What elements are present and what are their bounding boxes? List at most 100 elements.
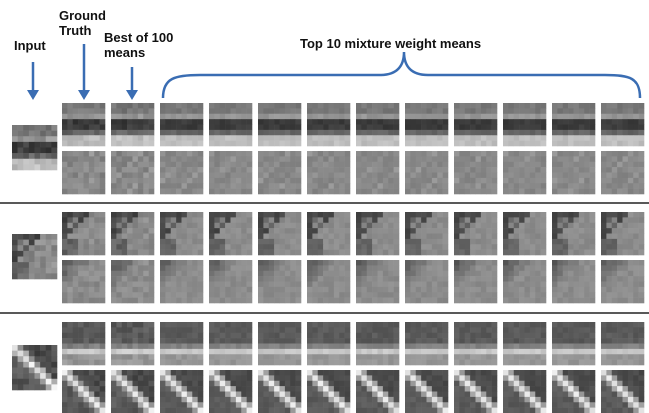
pixel xyxy=(513,222,520,229)
pixel xyxy=(67,348,74,355)
pixel xyxy=(83,281,90,288)
pixel xyxy=(333,212,340,218)
pixel xyxy=(480,183,487,189)
pixel xyxy=(137,249,144,256)
pixel xyxy=(356,249,362,256)
pixel xyxy=(317,183,324,189)
pixel xyxy=(638,129,645,136)
pixel xyxy=(235,108,242,115)
pixel xyxy=(143,108,149,115)
pixel xyxy=(633,297,639,304)
pixel xyxy=(186,402,193,408)
pixel xyxy=(606,380,613,387)
pixel xyxy=(165,222,172,229)
pixel xyxy=(88,260,95,266)
pixel xyxy=(295,343,302,350)
pixel xyxy=(67,281,74,288)
pixel xyxy=(246,354,253,360)
pixel xyxy=(524,380,531,387)
pixel xyxy=(307,402,313,408)
pixel xyxy=(557,222,564,229)
pixel xyxy=(328,119,335,125)
pixel xyxy=(160,135,166,141)
pixel xyxy=(137,370,144,376)
pixel xyxy=(317,135,324,141)
pixel xyxy=(503,396,509,403)
pixel xyxy=(627,354,634,360)
pixel xyxy=(426,370,433,376)
pixel xyxy=(464,286,471,293)
pixel xyxy=(132,297,139,304)
pixel xyxy=(344,177,351,184)
pixel xyxy=(606,322,613,328)
pixel xyxy=(165,124,172,131)
pixel xyxy=(540,249,547,256)
pixel xyxy=(410,233,417,240)
pixel xyxy=(284,396,291,403)
pixel xyxy=(361,391,368,398)
pixel xyxy=(601,129,607,136)
pixel xyxy=(323,260,329,266)
pixel xyxy=(568,233,574,240)
pixel xyxy=(339,297,345,304)
pixel xyxy=(323,151,329,157)
pixel xyxy=(627,292,634,298)
pixel xyxy=(519,338,525,344)
pixel xyxy=(148,151,155,157)
pixel xyxy=(431,286,438,293)
pixel xyxy=(317,386,324,392)
pixel xyxy=(442,135,449,141)
pixel xyxy=(437,161,443,168)
pixel xyxy=(535,113,541,120)
pixel xyxy=(268,249,275,256)
pixel xyxy=(552,217,558,224)
pixel xyxy=(230,249,237,256)
pixel xyxy=(568,188,574,195)
pixel xyxy=(361,375,368,382)
pixel xyxy=(437,348,443,355)
pixel xyxy=(557,161,564,168)
pixel xyxy=(421,151,427,157)
pixel xyxy=(405,332,411,339)
pixel xyxy=(40,125,47,131)
pixel xyxy=(611,212,618,218)
pixel xyxy=(295,292,302,298)
pixel xyxy=(382,188,389,195)
pixel xyxy=(328,108,335,115)
pixel xyxy=(51,141,58,148)
pixel xyxy=(17,130,24,137)
pixel xyxy=(421,265,427,272)
pixel xyxy=(181,244,188,250)
pixel xyxy=(121,177,128,184)
pixel xyxy=(491,375,498,382)
pixel xyxy=(442,124,449,131)
pixel xyxy=(235,244,242,250)
pixel xyxy=(62,177,68,184)
pixel xyxy=(611,375,618,382)
pixel xyxy=(307,140,313,147)
pixel xyxy=(127,407,133,413)
pixel xyxy=(552,161,558,168)
pixel xyxy=(197,108,204,115)
pixel xyxy=(508,265,515,272)
pixel xyxy=(361,297,368,304)
pixel xyxy=(578,113,585,120)
pixel xyxy=(23,367,30,374)
pixel xyxy=(415,292,422,298)
pixel xyxy=(192,212,198,218)
pixel xyxy=(503,177,509,184)
pixel xyxy=(148,108,155,115)
pixel xyxy=(225,286,231,293)
pixel xyxy=(176,292,182,298)
pixel xyxy=(393,244,400,250)
pixel xyxy=(491,407,498,413)
pixel xyxy=(508,249,515,256)
pixel xyxy=(454,217,460,224)
pixel xyxy=(274,338,280,344)
pixel xyxy=(279,249,286,256)
pixel xyxy=(274,380,280,387)
pixel xyxy=(197,177,204,184)
pixel xyxy=(622,188,629,195)
pixel xyxy=(339,124,345,131)
pixel xyxy=(165,270,172,277)
